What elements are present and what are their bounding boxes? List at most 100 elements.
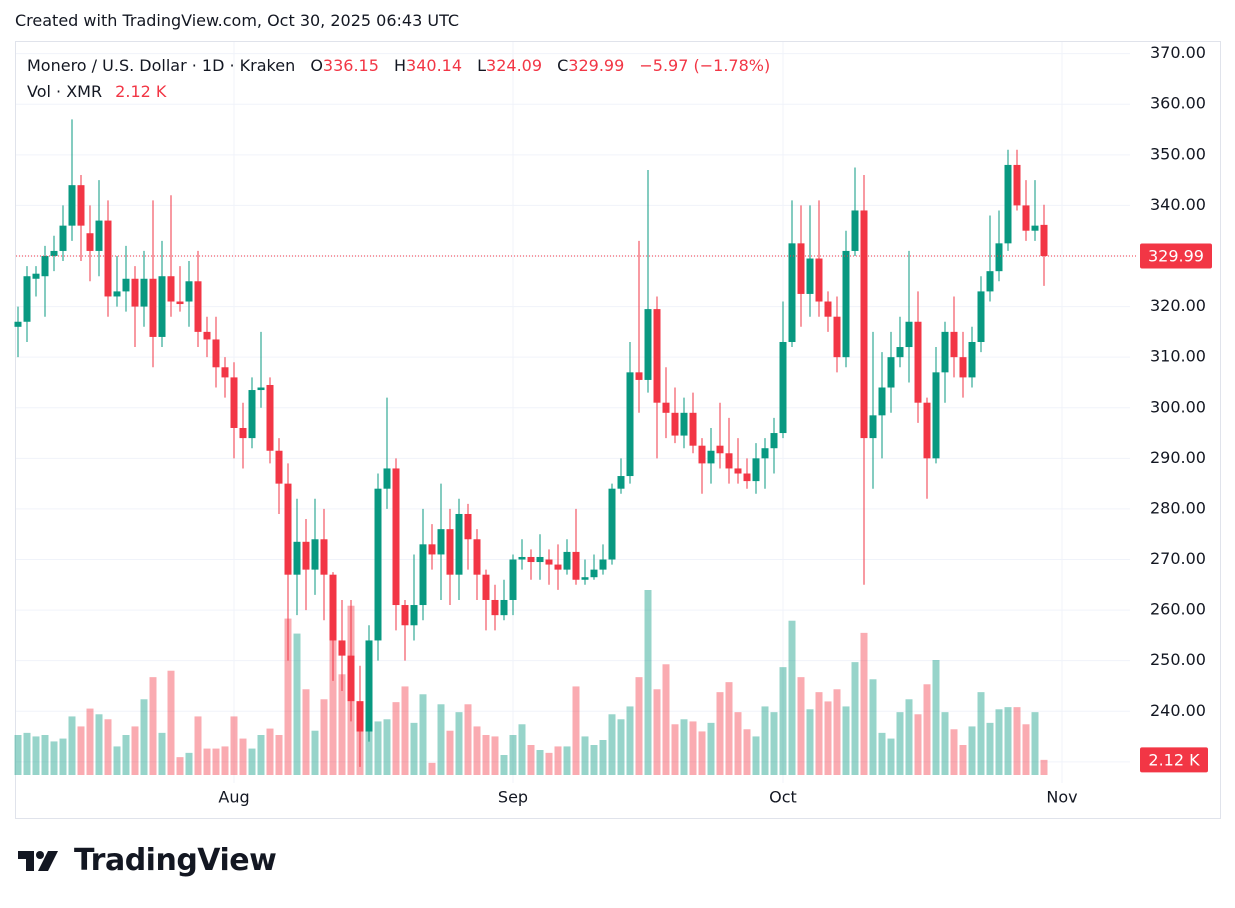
candle-body <box>329 574 337 641</box>
candle-body <box>374 488 382 641</box>
candle-body <box>68 185 76 226</box>
ohlc-key: H <box>394 56 407 75</box>
volume-bar <box>401 686 409 775</box>
volume-bar <box>914 714 922 775</box>
volume-bar <box>41 735 49 775</box>
candle-body <box>734 468 742 474</box>
volume-bar <box>392 702 400 775</box>
volume-bar <box>986 722 994 775</box>
volume-bar <box>482 735 490 775</box>
volume-bar <box>860 632 868 775</box>
candle-body <box>86 233 94 251</box>
candle-body <box>509 559 517 600</box>
volume-bar <box>851 662 859 775</box>
candle-body <box>320 539 328 575</box>
symbol-title: Monero / U.S. Dollar · 1D · Kraken <box>27 56 296 75</box>
volume-bar <box>617 719 625 775</box>
volume-bar <box>950 729 958 775</box>
volume-bar <box>896 712 904 775</box>
y-tick-label: 280.00 <box>1150 498 1206 517</box>
candle-body <box>860 210 868 439</box>
volume-bar <box>527 745 535 775</box>
volume-bar <box>995 709 1003 775</box>
volume-bar <box>239 738 247 775</box>
candle-body <box>716 445 724 454</box>
volume-bar <box>455 712 463 775</box>
candle-body <box>77 185 85 226</box>
volume-bar <box>320 699 328 775</box>
candle-body <box>194 281 202 332</box>
x-tick-label: Nov <box>1046 788 1077 807</box>
y-tick-label: 320.00 <box>1150 296 1206 315</box>
candle-body <box>383 468 391 489</box>
candle-body <box>347 655 355 702</box>
volume-bar <box>419 694 427 775</box>
volume-bar <box>302 689 310 775</box>
candle-body <box>50 250 58 256</box>
candle-body <box>455 513 463 575</box>
volume-bar <box>14 735 22 775</box>
volume-bar <box>941 712 949 775</box>
candle-body <box>743 473 751 482</box>
volume-bar <box>257 735 265 775</box>
volume-bar <box>68 716 76 775</box>
candle-body <box>545 559 553 565</box>
volume-bar <box>275 735 283 775</box>
x-tick-label: Oct <box>769 788 797 807</box>
candle-body <box>815 258 823 302</box>
volume-bar <box>410 722 418 775</box>
volume-bar <box>887 738 895 775</box>
candle-body <box>581 577 589 580</box>
candle-body <box>707 450 715 464</box>
volume-bar <box>806 709 814 775</box>
candle-body <box>941 331 949 373</box>
volume-bar <box>293 633 301 775</box>
candle-body <box>167 276 175 302</box>
last-price-tag <box>1140 243 1212 269</box>
volume-bar <box>734 712 742 775</box>
volume-bar <box>833 689 841 775</box>
candle-body <box>437 529 445 555</box>
last-price-label: 329.99 <box>1148 247 1204 266</box>
candle-body <box>284 483 292 575</box>
candle-body <box>725 453 733 469</box>
candle-body <box>95 220 103 251</box>
volume-bar <box>725 682 733 775</box>
candle-body <box>176 301 184 305</box>
candle-body <box>158 276 166 337</box>
candle-body <box>365 640 373 732</box>
volume-bar <box>104 719 112 775</box>
candle-body <box>617 476 625 489</box>
candle-body <box>1040 224 1048 257</box>
volume-bar <box>563 746 571 775</box>
volume-bar <box>1022 724 1030 775</box>
y-tick-label: 360.00 <box>1150 94 1206 113</box>
brand-name: TradingView <box>74 843 277 878</box>
candle-body <box>491 599 499 616</box>
ohlc-key: O <box>310 56 323 75</box>
ohlc-value: 340.14 <box>406 56 463 75</box>
candle-body <box>131 278 139 307</box>
volume-bar <box>221 746 229 775</box>
volume-bar <box>959 745 967 775</box>
volume-bar <box>284 618 292 775</box>
volume-bar <box>500 755 508 775</box>
candle-body <box>689 412 697 446</box>
candle-body <box>635 372 643 380</box>
candle-body <box>779 341 787 434</box>
volume-bar <box>437 704 445 775</box>
volume-bar <box>554 746 562 775</box>
volume-bar <box>140 699 148 775</box>
volume-bar <box>374 721 382 775</box>
candle-body <box>968 341 976 378</box>
volume-bar <box>1013 707 1021 775</box>
ohlc-key: C <box>557 56 569 75</box>
candle-body <box>932 372 940 459</box>
y-tick-label: 350.00 <box>1150 144 1206 163</box>
volume-bar <box>383 719 391 775</box>
volume-bar <box>86 708 94 775</box>
candle-body <box>797 243 805 294</box>
volume-bar <box>365 719 373 775</box>
candle-body <box>824 301 832 317</box>
x-tick-label: Aug <box>218 788 249 807</box>
